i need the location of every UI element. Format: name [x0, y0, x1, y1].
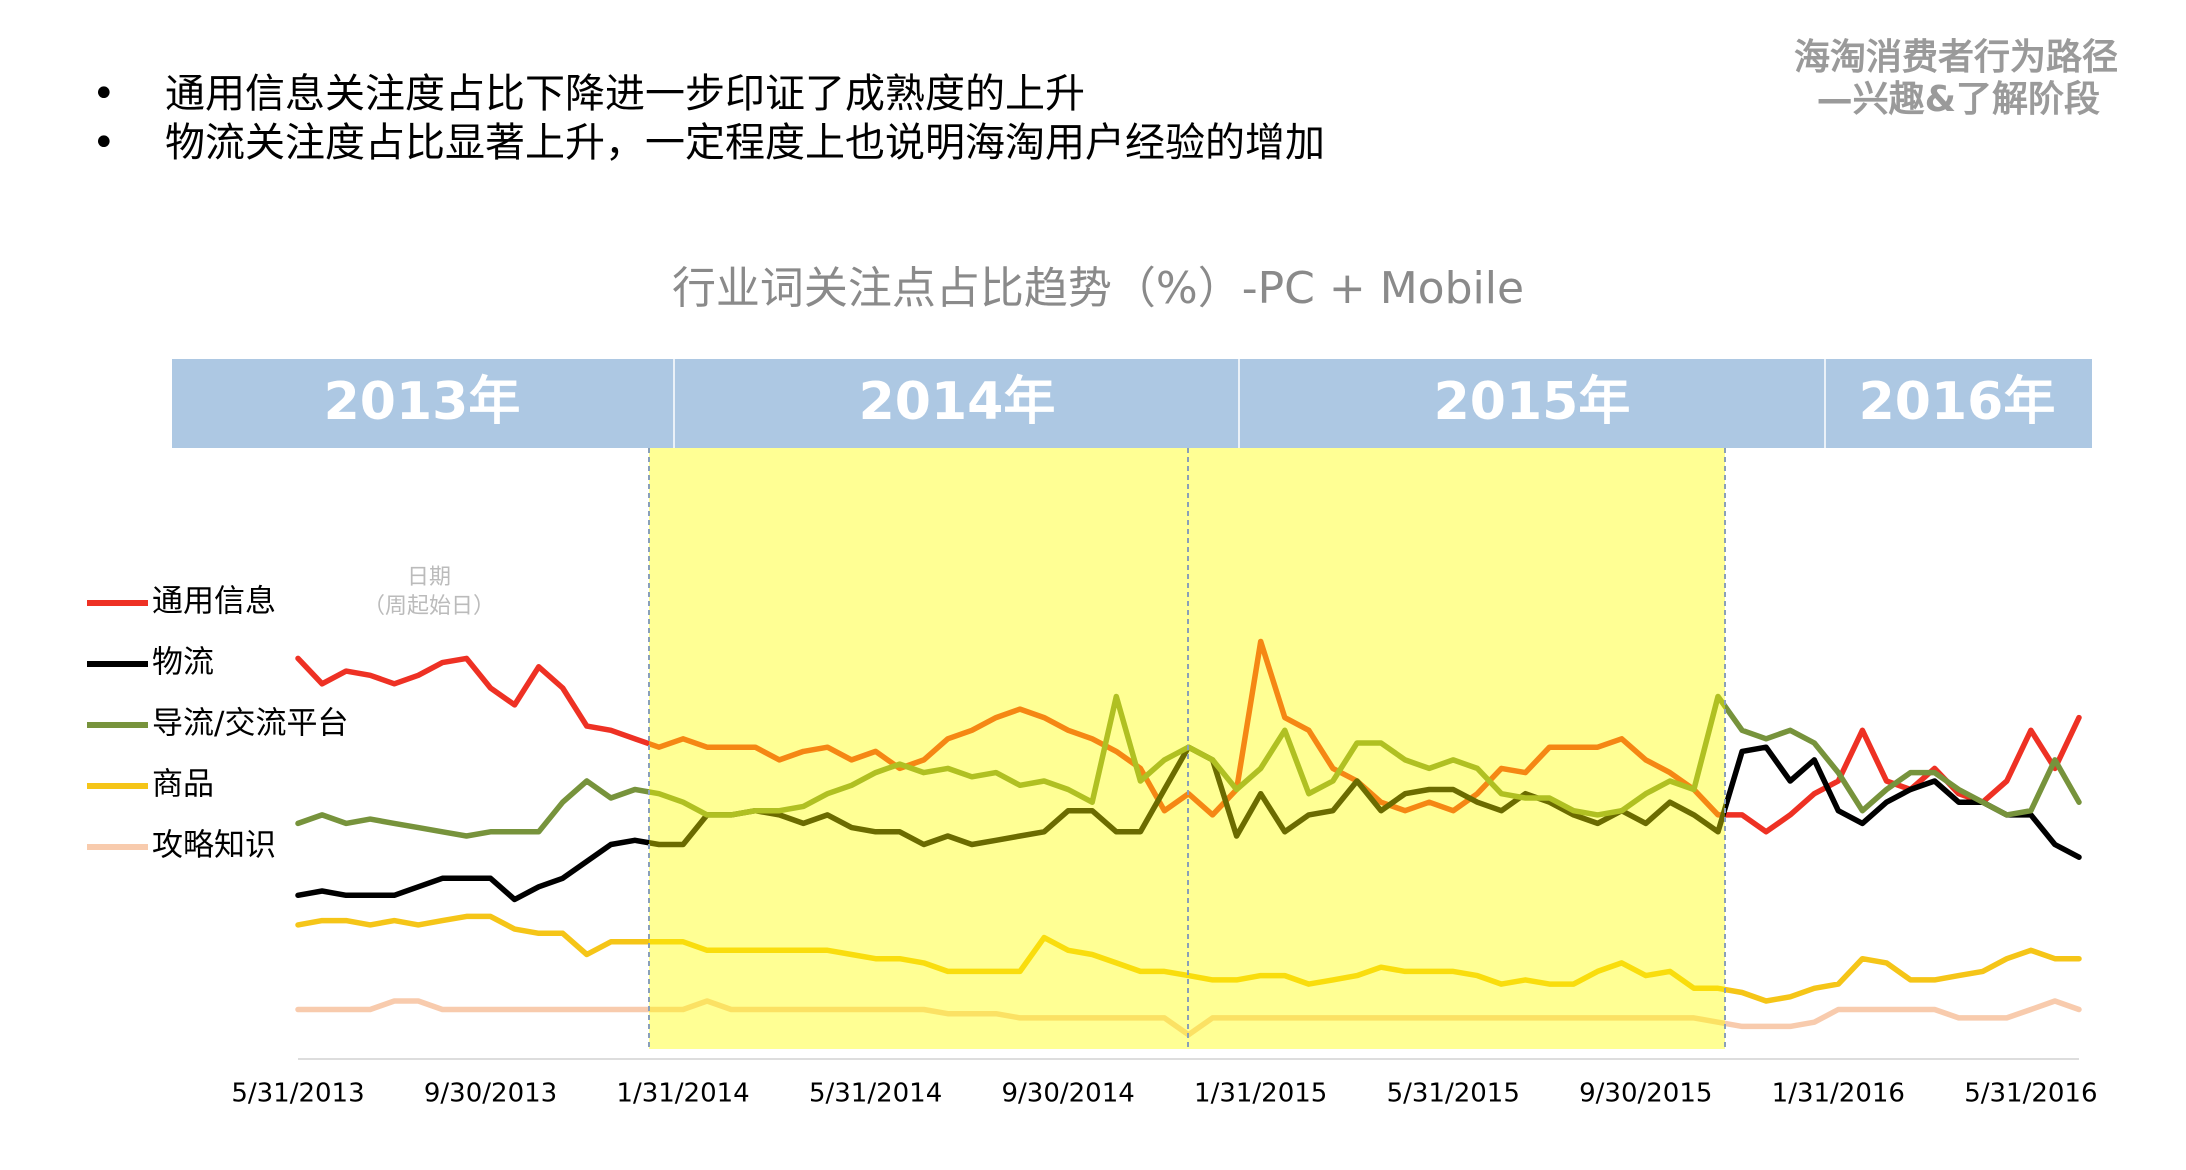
x-tick-label: 9/30/2015 [1579, 1079, 1712, 1109]
legend-label: 通用信息 [152, 584, 276, 620]
x-tick-label: 5/31/2015 [1387, 1079, 1520, 1109]
legend-label: 攻略知识 [152, 828, 276, 864]
chart-title: 行业词关注点占比趋势（%）-PC + Mobile [672, 263, 1524, 314]
year-label: 2014年 [859, 372, 1056, 432]
year-label: 2016年 [1859, 372, 2056, 432]
x-tick-label: 1/31/2016 [1772, 1079, 1905, 1109]
highlight-period [649, 448, 1188, 1049]
bullet-dot: • [92, 120, 116, 166]
legend-label: 商品 [152, 767, 214, 803]
header-subtitle: —兴趣&了解阶段 [1817, 79, 2100, 120]
year-label: 2013年 [324, 372, 521, 432]
x-tick-label: 5/31/2016 [1964, 1079, 2097, 1109]
axis-note: 日期 [407, 565, 451, 590]
x-tick-label: 5/31/2013 [231, 1079, 364, 1109]
axis-note: （周起始日） [363, 594, 495, 619]
bullet: 通用信息关注度占比下降进一步印证了成熟度的上升 [165, 71, 1085, 117]
x-tick-label: 9/30/2014 [1001, 1079, 1134, 1109]
highlight-period [1188, 448, 1725, 1049]
year-band [172, 359, 2092, 448]
x-tick-label: 1/31/2014 [616, 1079, 749, 1109]
bullet-dot: • [92, 71, 116, 117]
legend-label: 物流 [152, 645, 214, 681]
bullet: 物流关注度占比显著上升，一定程度上也说明海淘用户经验的增加 [165, 120, 1325, 166]
header-title: 海淘消费者行为路径 [1794, 37, 2118, 78]
x-tick-label: 9/30/2013 [424, 1079, 557, 1109]
legend-label: 导流/交流平台 [152, 706, 348, 742]
x-tick-label: 5/31/2014 [809, 1079, 942, 1109]
series-line [295, 913, 2082, 1004]
year-label: 2015年 [1434, 372, 1631, 432]
x-tick-label: 1/31/2015 [1194, 1079, 1327, 1109]
